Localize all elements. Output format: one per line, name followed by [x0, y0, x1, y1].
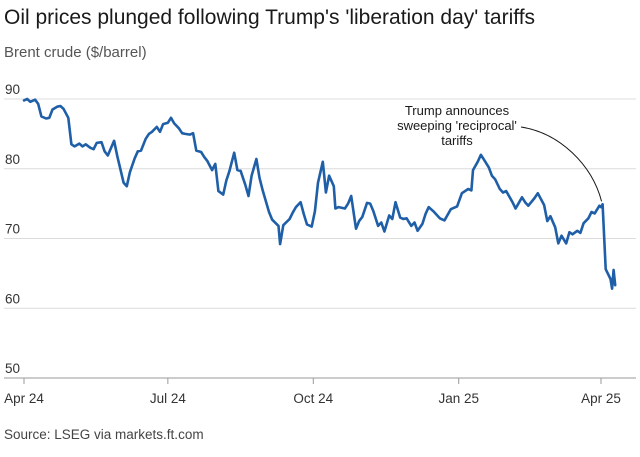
y-tick-label: 90	[5, 82, 20, 97]
annotation-leader-line	[520, 126, 603, 202]
y-tick-label: 80	[5, 152, 20, 167]
x-tick-label: Apr 25	[581, 391, 621, 406]
y-tick-label: 50	[5, 361, 20, 376]
annotation-text: tariffs	[441, 133, 473, 148]
y-tick-label: 70	[5, 222, 20, 237]
annotation-text: sweeping 'reciprocal'	[397, 118, 517, 133]
series-layer	[22, 97, 617, 290]
y-axis-ticks: 50 60 70 80 90	[5, 82, 20, 376]
x-tick-label: Jul 24	[150, 391, 187, 406]
y-axis-label: Brent crude ($/barrel)	[4, 44, 147, 61]
series-line-brent	[22, 97, 617, 290]
x-tick-label: Apr 24	[4, 391, 44, 406]
y-tick-label: 60	[5, 291, 20, 306]
source-note: Source: LSEG via markets.ft.com	[4, 427, 204, 442]
annotation-text: Trump announces	[405, 103, 510, 118]
x-axis-ticks: Apr 24 Jul 24 Oct 24 Jan 25 Apr 25	[4, 378, 621, 406]
grid-lines	[4, 98, 636, 379]
x-tick-label: Oct 24	[293, 391, 333, 406]
x-tick-label: Jan 25	[438, 391, 479, 406]
chart-title: Oil prices plunged following Trump's 'li…	[4, 6, 536, 29]
